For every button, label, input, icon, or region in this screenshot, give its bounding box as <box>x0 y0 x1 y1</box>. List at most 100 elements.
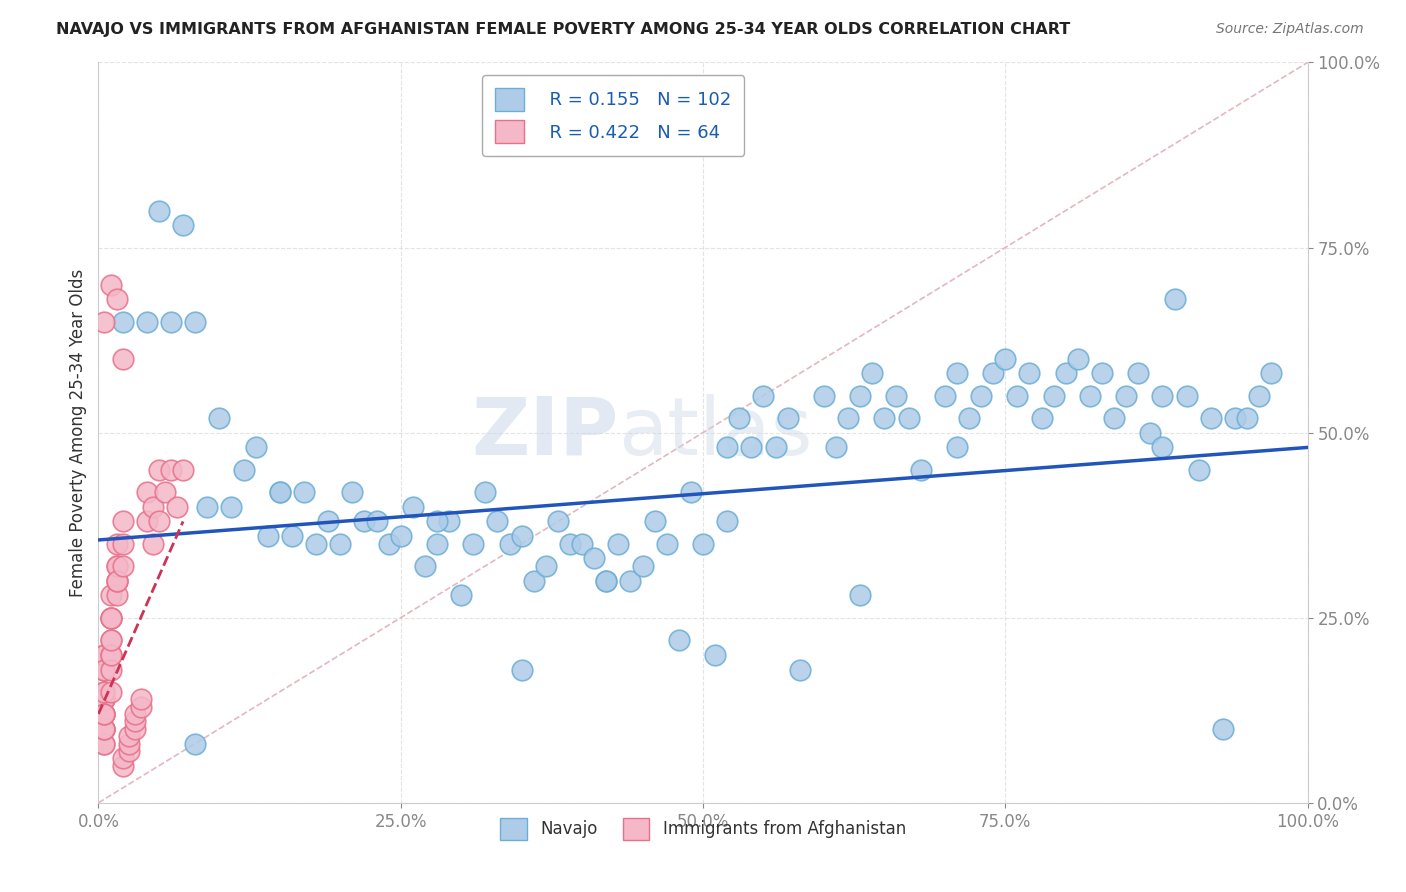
Point <box>692 536 714 550</box>
Point <box>1067 351 1090 366</box>
Point <box>342 484 364 499</box>
Point <box>619 574 641 588</box>
Point <box>105 293 128 307</box>
Point <box>100 632 122 647</box>
Text: ZIP: ZIP <box>471 393 619 472</box>
Point <box>100 685 122 699</box>
Point <box>776 410 799 425</box>
Point <box>118 737 141 751</box>
Point <box>135 484 157 499</box>
Text: Source: ZipAtlas.com: Source: ZipAtlas.com <box>1216 22 1364 37</box>
Point <box>148 515 170 529</box>
Point <box>752 388 775 402</box>
Point <box>305 536 328 550</box>
Point <box>837 410 859 425</box>
Point <box>93 722 115 736</box>
Point <box>389 529 412 543</box>
Point <box>946 367 969 381</box>
Point <box>100 663 122 677</box>
Point <box>1078 388 1101 402</box>
Point <box>1152 441 1174 455</box>
Point <box>160 462 183 476</box>
Point <box>1115 388 1137 402</box>
Point <box>728 410 751 425</box>
Point <box>934 388 956 402</box>
Point <box>463 536 485 550</box>
Point <box>1163 293 1185 307</box>
Point <box>93 663 115 677</box>
Point <box>105 574 128 588</box>
Point <box>105 574 128 588</box>
Point <box>245 441 267 455</box>
Point <box>100 610 122 624</box>
Point <box>994 351 1017 366</box>
Point <box>813 388 835 402</box>
Point <box>1128 367 1150 381</box>
Point <box>789 663 811 677</box>
Point <box>1199 410 1222 425</box>
Text: atlas: atlas <box>619 393 813 472</box>
Point <box>1007 388 1029 402</box>
Point <box>269 484 291 499</box>
Point <box>93 692 115 706</box>
Point <box>655 536 678 550</box>
Point <box>100 589 122 603</box>
Point <box>886 388 908 402</box>
Point <box>437 515 460 529</box>
Point <box>93 706 115 721</box>
Point <box>124 714 146 729</box>
Legend: Navajo, Immigrants from Afghanistan: Navajo, Immigrants from Afghanistan <box>494 812 912 847</box>
Point <box>111 558 134 573</box>
Point <box>740 441 762 455</box>
Point <box>353 515 375 529</box>
Text: NAVAJO VS IMMIGRANTS FROM AFGHANISTAN FEMALE POVERTY AMONG 25-34 YEAR OLDS CORRE: NAVAJO VS IMMIGRANTS FROM AFGHANISTAN FE… <box>56 22 1070 37</box>
Point <box>547 515 569 529</box>
Point <box>595 574 617 588</box>
Point <box>329 536 352 550</box>
Point <box>377 536 399 550</box>
Point <box>704 648 727 662</box>
Point <box>1260 367 1282 381</box>
Point <box>668 632 690 647</box>
Point <box>93 685 115 699</box>
Point <box>135 515 157 529</box>
Point <box>1212 722 1234 736</box>
Point <box>1188 462 1211 476</box>
Point <box>124 722 146 736</box>
Point <box>105 558 128 573</box>
Point <box>142 500 165 514</box>
Point <box>716 515 738 529</box>
Point <box>100 632 122 647</box>
Point <box>93 685 115 699</box>
Point <box>100 610 122 624</box>
Point <box>100 648 122 662</box>
Point <box>402 500 425 514</box>
Point <box>1031 410 1053 425</box>
Point <box>583 551 606 566</box>
Point <box>849 589 872 603</box>
Point <box>172 462 194 476</box>
Point <box>860 367 883 381</box>
Point <box>1042 388 1064 402</box>
Point <box>93 706 115 721</box>
Point <box>153 484 176 499</box>
Point <box>93 692 115 706</box>
Point <box>129 692 152 706</box>
Point <box>111 515 134 529</box>
Point <box>195 500 218 514</box>
Point <box>450 589 472 603</box>
Y-axis label: Female Poverty Among 25-34 Year Olds: Female Poverty Among 25-34 Year Olds <box>69 268 87 597</box>
Point <box>510 663 533 677</box>
Point <box>93 722 115 736</box>
Point <box>316 515 339 529</box>
Point <box>498 536 520 550</box>
Point <box>111 351 134 366</box>
Point <box>118 729 141 743</box>
Point <box>426 536 449 550</box>
Point <box>644 515 666 529</box>
Point <box>166 500 188 514</box>
Point <box>93 722 115 736</box>
Point <box>93 648 115 662</box>
Point <box>111 751 134 765</box>
Point <box>292 484 315 499</box>
